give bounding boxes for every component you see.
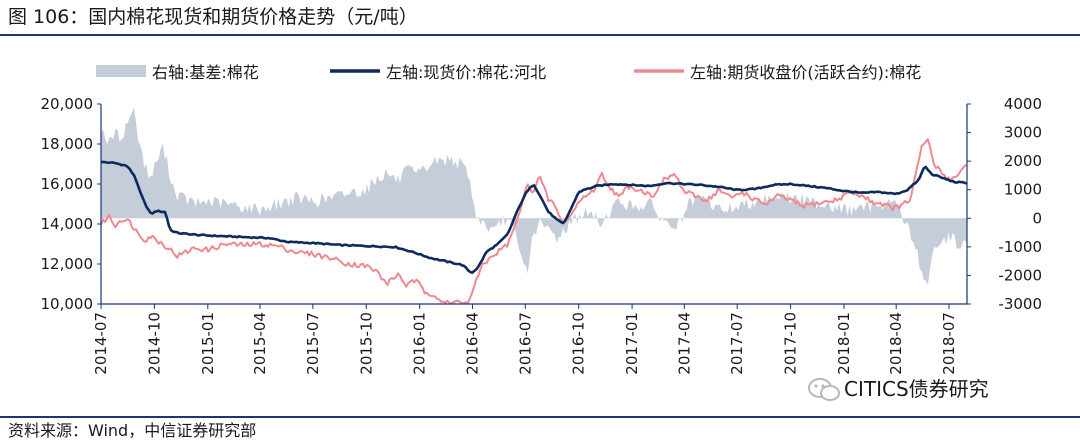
x-tick-label: 2018-01: [835, 312, 853, 375]
footer-divider: [0, 416, 1080, 418]
chart-title: 图 106：国内棉花现货和期货价格走势（元/吨）: [8, 6, 418, 28]
x-tick-label: 2018-07: [940, 312, 958, 375]
y-left-tick-label: 20,000: [41, 95, 94, 113]
x-tick-label: 2014-10: [145, 312, 163, 375]
y-right-tick-label: 1000: [1004, 181, 1042, 199]
legend-label-basis: 右轴:基差:棉花: [152, 63, 259, 82]
y-right-tick-label: -1000: [998, 238, 1042, 256]
legend-item-spot[interactable]: 左轴:现货价:棉花:河北: [330, 63, 546, 82]
x-tick-label: 2017-10: [782, 312, 800, 375]
legend-label-futures: 左轴:期货收盘价(活跃合约):棉花: [690, 63, 921, 82]
y-left-tick-label: 14,000: [41, 215, 94, 233]
x-tick-label: 2015-04: [251, 312, 269, 375]
x-tick-label: 2015-10: [357, 312, 375, 375]
x-tick-label: 2015-07: [304, 312, 322, 375]
axes: 10,000 12,000 14,000 16,000 18,000 20,000 -300…: [41, 95, 1043, 375]
x-tick-label: 2015-01: [199, 312, 217, 375]
legend-item-basis[interactable]: 右轴:基差:棉花: [96, 63, 259, 82]
x-tick-label: 2016-10: [570, 312, 588, 375]
watermark-text: CITICS债券研究: [844, 377, 989, 401]
legend: 右轴:基差:棉花 左轴:现货价:棉花:河北 左轴:期货收盘价(活跃合约):棉花: [96, 63, 921, 82]
y-right-tick-label: 2000: [1004, 152, 1042, 170]
y-left-tick-label: 16,000: [41, 175, 94, 193]
y-right-tick-label: -3000: [998, 295, 1042, 313]
x-tick-label: 2017-04: [675, 312, 693, 375]
cotton-price-chart: 右轴:基差:棉花 左轴:现货价:棉花:河北 左轴:期货收盘价(活跃合约):棉花 …: [41, 63, 1043, 401]
y-right-tick-label: 4000: [1004, 95, 1042, 113]
x-tick-label: 2017-07: [728, 312, 746, 375]
y-left-tick-label: 18,000: [41, 135, 94, 153]
x-tick-label: 2016-04: [463, 312, 481, 375]
title-divider: [0, 34, 1080, 36]
y-right-tick-label: -2000: [998, 266, 1042, 284]
watermark: CITICS债券研究: [808, 377, 989, 401]
x-tick-label: 2016-07: [516, 312, 534, 375]
x-tick-label: 2017-01: [623, 312, 641, 375]
source-note: 资料来源：Wind，中信证券研究部: [8, 421, 257, 440]
y-left-tick-label: 10,000: [41, 295, 94, 313]
series-spot-line: [100, 160, 968, 274]
legend-item-futures[interactable]: 左轴:期货收盘价(活跃合约):棉花: [634, 63, 921, 82]
legend-label-spot: 左轴:现货价:棉花:河北: [386, 63, 546, 82]
x-tick-label: 2016-01: [411, 312, 429, 375]
wechat-icon: [808, 378, 840, 401]
y-right-tick-label: 0: [1032, 209, 1042, 227]
legend-swatch-basis: [96, 65, 146, 77]
y-right-tick-label: 3000: [1004, 124, 1042, 142]
y-left-tick-label: 12,000: [41, 255, 94, 273]
x-tick-label: 2014-07: [92, 312, 110, 375]
plot-area: [100, 107, 968, 305]
x-tick-label: 2018-04: [887, 312, 905, 375]
series-futures-line: [100, 138, 968, 305]
series-basis-area: [101, 107, 967, 285]
